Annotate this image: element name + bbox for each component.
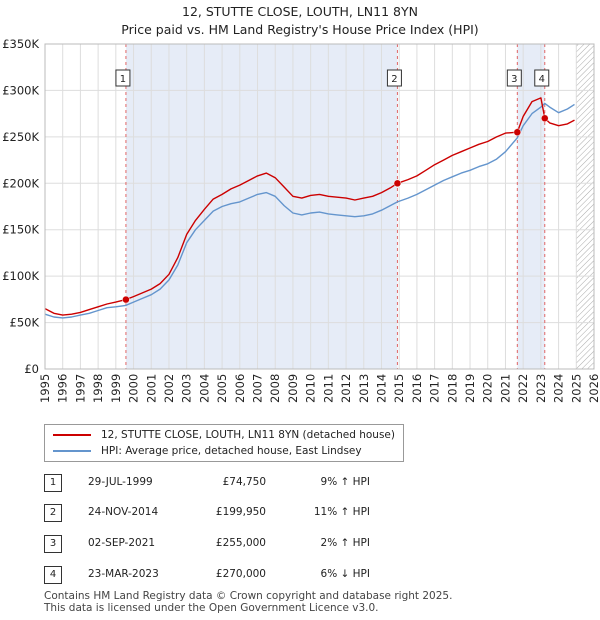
- y-tick-label: £250K: [2, 130, 39, 144]
- chart-title: 12, STUTTE CLOSE, LOUTH, LN11 8YN: [182, 4, 418, 19]
- transaction-price: £199,950: [215, 506, 266, 518]
- y-tick-label: £150K: [2, 223, 39, 237]
- transaction-number: 2: [44, 504, 62, 522]
- sale-point: [541, 114, 549, 123]
- x-tick-label: 2014: [374, 374, 388, 403]
- y-tick-label: £300K: [2, 83, 39, 97]
- transaction-number: 3: [44, 535, 62, 553]
- x-tick-label: 2010: [304, 374, 318, 403]
- transaction-hpi-delta: 6% ↓ HPI: [320, 568, 370, 580]
- x-tick-label: 2026: [587, 374, 600, 403]
- transaction-price: £74,750: [222, 476, 266, 488]
- x-tick-label: 2016: [410, 374, 424, 403]
- x-tick-label: 2001: [144, 374, 158, 403]
- x-tick-label: 2002: [162, 374, 176, 403]
- x-tick-label: 1999: [109, 374, 123, 403]
- transaction-price: £270,000: [215, 568, 266, 580]
- x-tick-label: 2024: [552, 374, 566, 403]
- sale-point: [122, 295, 130, 304]
- legend-label-property: 12, STUTTE CLOSE, LOUTH, LN11 8YN (detac…: [101, 429, 395, 441]
- legend-swatch-property: [53, 434, 91, 436]
- price-chart: 1 2 3 4 £0 £50K £100K £150K £200K £250K £300K £350K…: [2, 37, 600, 403]
- legend-label-hpi: HPI: Average price, detached house, East…: [101, 445, 362, 457]
- sale-number-label: 3: [511, 74, 517, 85]
- plot-border: [44, 43, 595, 370]
- transaction-date: 02-SEP-2021: [88, 537, 156, 549]
- transaction-date: 29-JUL-1999: [88, 476, 153, 488]
- x-tick-label: 1995: [38, 374, 52, 403]
- sale-number-label: 1: [120, 74, 126, 85]
- x-tick-label: 2005: [215, 374, 229, 403]
- x-tick-label: 2007: [251, 374, 265, 403]
- transaction-number: 1: [44, 474, 62, 492]
- x-tick-label: 2020: [481, 374, 495, 403]
- x-tick-label: 2009: [286, 374, 300, 403]
- transaction-hpi-delta: 11% ↑ HPI: [313, 506, 370, 518]
- hpi-line: [44, 102, 575, 319]
- sale-number-label: 4: [539, 74, 545, 85]
- ownership-period-band: [125, 44, 398, 369]
- sale-number-label: 2: [391, 74, 397, 85]
- x-tick-label: 2022: [516, 374, 530, 403]
- table-row: 2 24-NOV-2014 £199,950 11% ↑ HPI: [0, 504, 600, 524]
- x-tick-label: 2025: [569, 374, 583, 403]
- footer-line-1: Contains HM Land Registry data © Crown c…: [44, 590, 453, 602]
- x-tick-label: 2012: [339, 374, 353, 403]
- footer-line-2: This data is licensed under the Open Gov…: [44, 602, 379, 614]
- table-row: 4 23-MAR-2023 £270,000 6% ↓ HPI: [0, 566, 600, 586]
- chart-subtitle: Price paid vs. HM Land Registry's House …: [121, 22, 479, 37]
- footer-attribution: Contains HM Land Registry data © Crown c…: [44, 590, 452, 614]
- x-tick-label: 2018: [445, 374, 459, 403]
- legend-swatch-hpi: [53, 450, 91, 452]
- x-tick-label: 2003: [180, 374, 194, 403]
- y-tick-label: £0: [24, 362, 39, 376]
- legend-entry-property: 12, STUTTE CLOSE, LOUTH, LN11 8YN (detac…: [53, 427, 395, 443]
- y-tick-label: £350K: [2, 37, 39, 51]
- sale-number-box: [534, 69, 550, 87]
- x-tick-label: 1996: [56, 374, 70, 403]
- y-tick-label: £50K: [10, 316, 40, 330]
- forecast-hatch-region: [576, 44, 594, 369]
- x-tick-label: 2023: [534, 374, 548, 403]
- x-tick-label: 2008: [268, 374, 282, 403]
- x-tick-label: 2013: [357, 374, 371, 403]
- sale-number-box: [115, 69, 131, 87]
- transaction-hpi-delta: 9% ↑ HPI: [320, 476, 370, 488]
- x-tick-label: 2021: [498, 374, 512, 403]
- x-tick-label: 2004: [197, 374, 211, 403]
- table-row: 1 29-JUL-1999 £74,750 9% ↑ HPI: [0, 474, 600, 494]
- legend: 12, STUTTE CLOSE, LOUTH, LN11 8YN (detac…: [44, 424, 404, 462]
- transaction-date: 24-NOV-2014: [88, 506, 159, 518]
- x-tick-label: 2017: [428, 374, 442, 403]
- y-tick-label: £200K: [2, 176, 39, 190]
- sale-number-box: [506, 69, 522, 87]
- transaction-price: £255,000: [215, 537, 266, 549]
- x-tick-label: 2019: [463, 374, 477, 403]
- transaction-hpi-delta: 2% ↑ HPI: [320, 537, 370, 549]
- x-tick-label: 2011: [321, 374, 335, 403]
- sale-number-box: [386, 69, 402, 87]
- transaction-number: 4: [44, 566, 62, 584]
- property-price-line: [44, 97, 575, 316]
- sale-point: [513, 128, 522, 136]
- transaction-date: 23-MAR-2023: [88, 568, 159, 580]
- x-tick-label: 2000: [127, 374, 141, 403]
- sale-point: [393, 179, 402, 188]
- y-tick-label: £100K: [2, 269, 39, 283]
- x-tick-label: 2015: [392, 374, 406, 403]
- table-row: 3 02-SEP-2021 £255,000 2% ↑ HPI: [0, 535, 600, 555]
- legend-entry-hpi: HPI: Average price, detached house, East…: [53, 443, 362, 459]
- x-tick-label: 1998: [91, 374, 105, 403]
- x-tick-label: 2006: [233, 374, 247, 403]
- x-tick-label: 1997: [73, 374, 87, 403]
